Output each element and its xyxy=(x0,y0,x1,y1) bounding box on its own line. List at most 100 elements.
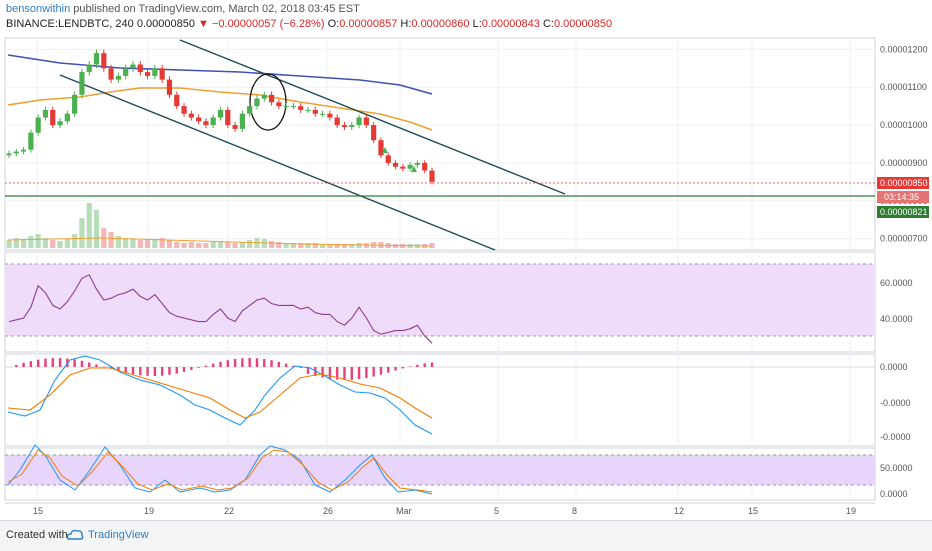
volume-bar xyxy=(393,244,398,248)
macd-hist-bar xyxy=(44,359,46,367)
macd-hist-bar xyxy=(431,362,433,367)
rsi-pane[interactable]: 60.0000 40.0000 xyxy=(5,264,913,343)
macd-hist-bar xyxy=(88,363,90,367)
volume-bar xyxy=(211,242,216,248)
macd-hist-bar xyxy=(168,367,170,375)
candle xyxy=(79,69,84,98)
volume-bar xyxy=(6,240,11,248)
svg-text:0.00000821: 0.00000821 xyxy=(880,207,928,217)
volume-bar xyxy=(138,240,143,248)
volume-bar xyxy=(247,240,252,248)
macd-hist-bar xyxy=(227,360,229,367)
volume-bar xyxy=(240,242,245,248)
macd-hist-bar xyxy=(132,367,134,374)
candle xyxy=(72,92,77,117)
macd-hist-bar xyxy=(146,367,148,376)
macd-hist-bar xyxy=(365,367,367,378)
candle xyxy=(36,114,41,135)
macd-hist-bar xyxy=(15,365,17,367)
volume-bar xyxy=(196,243,201,248)
candle xyxy=(50,107,55,128)
macd-hist-bar xyxy=(176,367,178,373)
candle xyxy=(371,122,376,143)
volume-bar xyxy=(116,236,121,248)
macd-hist-bar xyxy=(190,367,192,370)
cloud-logo-icon xyxy=(66,528,84,542)
macd-hist-bar xyxy=(358,367,360,379)
macd-hist-bar xyxy=(351,367,353,380)
macd-hist-bar xyxy=(59,358,61,367)
macd-hist-bar xyxy=(424,363,426,367)
macd-hist-bar xyxy=(22,363,24,367)
macd-hist-bar xyxy=(278,362,280,367)
date-tick: 19 xyxy=(144,506,154,516)
price-tick: 0.00001200 xyxy=(880,44,928,54)
macd-hist-bar xyxy=(380,367,382,375)
date-tick: 8 xyxy=(572,506,577,516)
candle xyxy=(225,107,230,128)
volume-bar xyxy=(181,243,186,248)
volume-bar xyxy=(87,203,92,248)
volume-bar xyxy=(50,240,55,248)
macd-hist-bar xyxy=(256,358,258,367)
volume-bar xyxy=(72,234,77,248)
volume-bar xyxy=(65,239,70,248)
macd-hist-bar xyxy=(95,364,97,367)
macd-hist-bar xyxy=(416,365,418,367)
stoch-tick-50: 50.0000 xyxy=(880,463,913,473)
svg-text:03:14:35: 03:14:35 xyxy=(884,192,919,202)
price-tick: 0.00000900 xyxy=(880,158,928,168)
macd-hist-bar xyxy=(329,367,331,379)
volume-bar xyxy=(225,242,230,248)
macd-hist-bar xyxy=(285,364,287,367)
macd-hist-bar xyxy=(183,367,185,372)
candle xyxy=(28,130,33,153)
created-with-label: Created with xyxy=(6,529,68,541)
macd-tick-1: -0.0000 xyxy=(880,398,911,408)
date-tick: 12 xyxy=(674,506,684,516)
macd-hist-bar xyxy=(263,359,265,367)
tradingview-link[interactable]: TradingView xyxy=(88,529,149,541)
macd-hist-bar xyxy=(52,358,54,367)
date-tick: 22 xyxy=(224,506,234,516)
macd-hist-bar xyxy=(321,367,323,378)
macd-hist-bar xyxy=(219,362,221,367)
chart-area[interactable]: 0.000012000.000011000.000010000.00000900… xyxy=(0,0,932,520)
macd-hist-bar xyxy=(30,361,32,367)
volume-bar xyxy=(145,240,150,248)
rsi-tick-40: 40.0000 xyxy=(880,314,913,324)
volume-bar xyxy=(189,242,194,248)
rsi-band xyxy=(5,264,875,336)
volume-bar xyxy=(130,239,135,248)
volume-bar xyxy=(57,241,62,248)
volume-bar xyxy=(21,239,26,248)
macd-hist-bar xyxy=(270,360,272,367)
macd-tick-0: 0.0000 xyxy=(880,362,908,372)
volume-bar xyxy=(79,218,84,248)
date-tick: 15 xyxy=(748,506,758,516)
macd-hist-bar xyxy=(197,367,199,368)
macd-hist-bar xyxy=(139,367,141,375)
macd-hist-bar xyxy=(73,359,75,367)
date-tick: 5 xyxy=(494,506,499,516)
macd-hist-bar xyxy=(124,367,126,373)
macd-tick-2: -0.0000 xyxy=(880,432,911,442)
volume-bar xyxy=(123,238,128,248)
price-tick: 0.00001000 xyxy=(880,120,928,130)
macd-hist-bar xyxy=(394,367,396,371)
volume-bar xyxy=(109,232,114,248)
volume-bar xyxy=(262,239,267,248)
volume-bar xyxy=(356,243,361,248)
volume-bar xyxy=(203,243,208,248)
macd-hist-bar xyxy=(37,360,39,367)
macd-hist-bar xyxy=(387,367,389,373)
macd-hist-bar xyxy=(343,367,345,380)
macd-hist-bar xyxy=(205,366,207,367)
macd-hist-bar xyxy=(154,367,156,376)
rsi-tick-60: 60.0000 xyxy=(880,278,913,288)
volume-bar xyxy=(269,241,274,248)
macd-hist-bar xyxy=(402,367,404,368)
volume-bar xyxy=(28,236,33,248)
volume-bar xyxy=(94,210,99,248)
